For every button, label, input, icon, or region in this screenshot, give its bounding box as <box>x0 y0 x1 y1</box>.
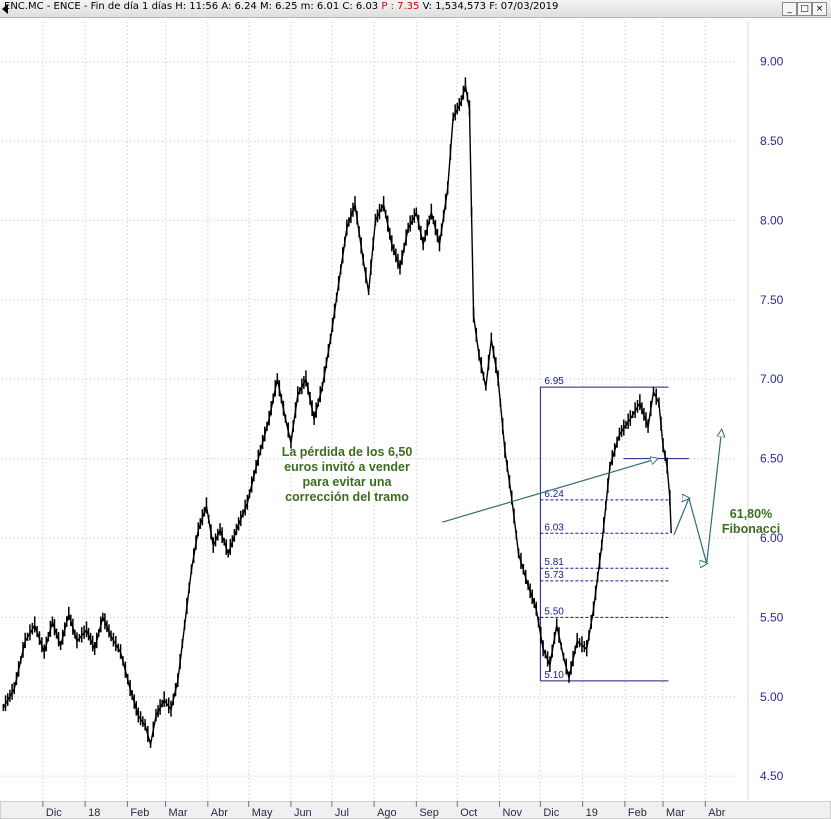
x-tick-label: Jul <box>335 807 349 819</box>
y-axis: 9.00 8.50 8.00 7.50 7.00 6.50 6.00 5.50 5.00 4.50 <box>747 22 784 800</box>
fib-level-label: 5.73 <box>544 570 564 581</box>
x-tick-label: Abr <box>211 807 228 819</box>
annotation-line: corrección del tramo <box>285 490 409 504</box>
min-readout: m: 6.01 <box>300 1 340 12</box>
x-tick-label: Ago <box>377 807 397 819</box>
time-axis-bar[interactable]: Dic 18 Feb Mar Abr May Jun Jul Ago Sep Oct Nov Dic 19… <box>0 801 831 819</box>
volume-readout: V: 1,534,573 <box>422 1 487 12</box>
symbol-label: ENC.MC - ENCE - Fin de día 1 días <box>4 1 173 12</box>
y-tick-label: 5.50 <box>760 610 784 624</box>
x-tick-label: Feb <box>130 807 149 819</box>
maximize-button[interactable]: □ <box>797 2 812 16</box>
y-tick-label: 6.00 <box>760 531 784 545</box>
price-series <box>2 77 672 748</box>
annotation-line: Fibonacci <box>722 522 780 536</box>
close-button[interactable]: × <box>812 2 827 16</box>
y-tick-label: 6.50 <box>760 452 784 466</box>
chart-header: ENC.MC - ENCE - Fin de día 1 días H: 11:… <box>4 1 558 12</box>
chart-grid <box>2 22 738 800</box>
m-readout: M: 6.25 <box>259 1 298 12</box>
x-tick-label: Dic <box>543 807 559 819</box>
annotation-line: para evitar una <box>303 475 393 489</box>
window-title-bar: ENC.MC - ENCE - Fin de día 1 días H: 11:… <box>0 0 831 18</box>
fib-level-label: 6.95 <box>544 376 564 387</box>
price-chart: 9.00 8.50 8.00 7.50 7.00 6.50 6.00 5.50 5.00 4.50… <box>2 22 784 800</box>
y-tick-label: 7.00 <box>760 372 784 386</box>
fib-level-label: 6.24 <box>544 489 564 500</box>
x-tick-label: Abr <box>708 807 725 819</box>
x-tick-label: Mar <box>169 807 188 819</box>
x-tick-label: 19 <box>586 807 598 819</box>
price-line <box>2 84 672 746</box>
annotation-line: La pérdida de los 6,50 <box>282 445 413 459</box>
projection-arrow <box>673 430 722 563</box>
annotation-arrows <box>442 430 721 563</box>
x-tick-label: Nov <box>502 807 522 819</box>
scroll-left-icon[interactable] <box>2 4 8 14</box>
x-tick-label: Oct <box>460 807 477 819</box>
a-readout: A: 6.24 <box>221 1 257 12</box>
fibonacci-retracement: 6.95 6.24 6.03 5.81 5.73 5.50 5.10 <box>539 376 689 682</box>
annotation-line: euros invitó a vender <box>284 460 410 474</box>
x-tick-label: May <box>252 807 273 819</box>
x-tick-label: Dic <box>46 807 62 819</box>
date-readout: F: 07/03/2019 <box>489 1 559 12</box>
y-tick-label: 5.00 <box>760 690 784 704</box>
y-tick-label: 8.00 <box>760 213 784 227</box>
y-tick-label: 9.00 <box>760 55 784 69</box>
x-tick-label: 18 <box>88 807 100 819</box>
x-tick-label: Feb <box>628 807 647 819</box>
y-tick-label: 4.50 <box>760 769 784 783</box>
x-axis: Dic 18 Feb Mar Abr May Jun Jul Ago Sep Oct Nov Dic 19… <box>42 801 726 819</box>
x-tick-label: Jun <box>294 807 312 819</box>
close-readout: C: 6.03 <box>342 1 379 12</box>
y-tick-label: 7.50 <box>760 293 784 307</box>
fib-level-label: 5.10 <box>544 670 564 681</box>
fib-level-label: 6.03 <box>544 522 564 533</box>
p-readout: P : 7.35 <box>381 1 420 12</box>
high-readout: H: 11:56 <box>175 1 219 12</box>
x-tick-label: Sep <box>419 807 439 819</box>
fib-level-label: 5.50 <box>544 606 564 617</box>
x-tick-label: Mar <box>666 807 685 819</box>
annotation-line: 61,80% <box>730 507 772 521</box>
y-tick-label: 8.50 <box>760 134 784 148</box>
trend-arrow <box>442 459 657 523</box>
minimize-button[interactable]: _ <box>782 2 797 16</box>
fib-level-label: 5.81 <box>544 557 564 568</box>
